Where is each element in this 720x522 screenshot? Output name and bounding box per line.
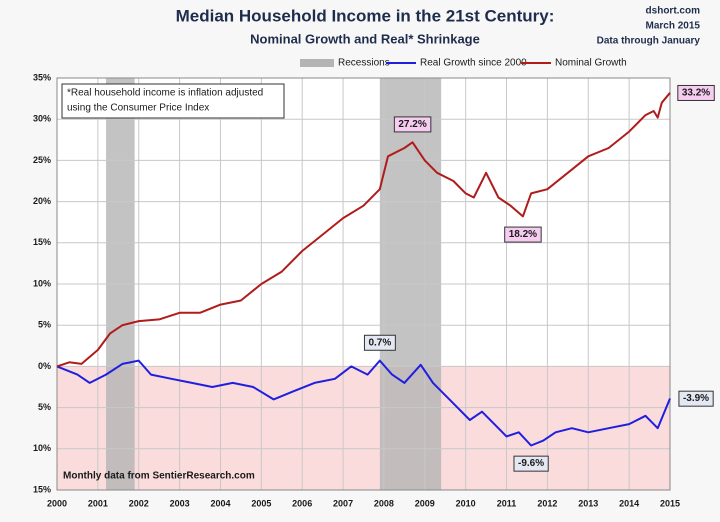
corner-text: dshort.com xyxy=(646,6,701,17)
corner-text: March 2015 xyxy=(646,21,701,32)
annotation-label: 18.2% xyxy=(509,229,537,240)
annotation: -3.9% xyxy=(678,390,714,407)
note-text: *Real household income is inflation adju… xyxy=(67,88,263,99)
y-tick-label: 10% xyxy=(33,278,51,288)
annotation-label: -3.9% xyxy=(683,393,709,404)
annotation-box xyxy=(393,116,432,133)
annotation: 0.7% xyxy=(363,334,396,351)
x-tick-label: 2009 xyxy=(415,498,435,508)
annotation-box xyxy=(504,226,542,243)
legend-label: Recessions xyxy=(338,58,390,69)
chart-title: Median Household Income in the 21st Cent… xyxy=(176,6,555,25)
note-text: using the Consumer Price Index xyxy=(67,103,209,114)
y-tick-label: 15% xyxy=(33,237,51,247)
y-tick-label: 20% xyxy=(33,196,51,206)
note-box xyxy=(61,83,285,119)
annotation-label: 33.2% xyxy=(682,87,710,98)
annotation-label: -9.6% xyxy=(518,458,544,469)
x-tick-label: 2012 xyxy=(537,498,557,508)
x-tick-label: 2003 xyxy=(170,498,190,508)
x-tick-label: 2001 xyxy=(88,498,108,508)
x-tick-label: 2007 xyxy=(333,498,353,508)
y-tick-label: 0% xyxy=(38,361,51,371)
x-tick-label: 2008 xyxy=(374,498,394,508)
plot-frame xyxy=(56,77,671,491)
corner-text: Data through January xyxy=(597,36,701,47)
legend-label: Nominal Growth xyxy=(555,58,627,69)
x-tick-label: 2006 xyxy=(292,498,312,508)
y-tick-label: 25% xyxy=(33,155,51,165)
x-tick-label: 2014 xyxy=(619,498,639,508)
x-tick-label: 2013 xyxy=(578,498,598,508)
annotation-box xyxy=(678,390,714,407)
series-line xyxy=(56,92,671,368)
y-tick-label: 5% xyxy=(38,320,51,330)
annotation: 27.2% xyxy=(393,116,432,133)
y-tick-label: 15% xyxy=(33,484,51,494)
annotation: 18.2% xyxy=(504,226,542,243)
x-tick-label: 2011 xyxy=(497,498,517,508)
x-tick-label: 2002 xyxy=(129,498,149,508)
annotation: -9.6% xyxy=(513,455,549,472)
annotation-box xyxy=(513,455,549,472)
annotation-box xyxy=(363,334,396,351)
x-tick-label: 2005 xyxy=(251,498,271,508)
source-text: Monthly data from SentierResearch.com xyxy=(63,471,255,482)
y-tick-label: 30% xyxy=(33,114,51,124)
legend-swatch xyxy=(300,59,334,67)
x-tick-label: 2004 xyxy=(210,498,230,508)
y-tick-label: 35% xyxy=(33,72,51,82)
annotation-label: 27.2% xyxy=(398,119,426,130)
y-tick-label: 5% xyxy=(38,402,51,412)
annotation-label: 0.7% xyxy=(368,337,391,348)
legend-label: Real Growth since 2000 xyxy=(420,58,527,69)
annotation-box xyxy=(677,84,715,101)
annotation: 33.2% xyxy=(677,84,715,101)
y-tick-label: 10% xyxy=(33,443,51,453)
chart-subtitle: Nominal Growth and Real* Shrinkage xyxy=(250,31,480,46)
x-tick-label: 2010 xyxy=(456,498,476,508)
x-tick-label: 2015 xyxy=(660,498,680,508)
x-tick-label: 2000 xyxy=(47,498,67,508)
series-line xyxy=(56,359,671,447)
